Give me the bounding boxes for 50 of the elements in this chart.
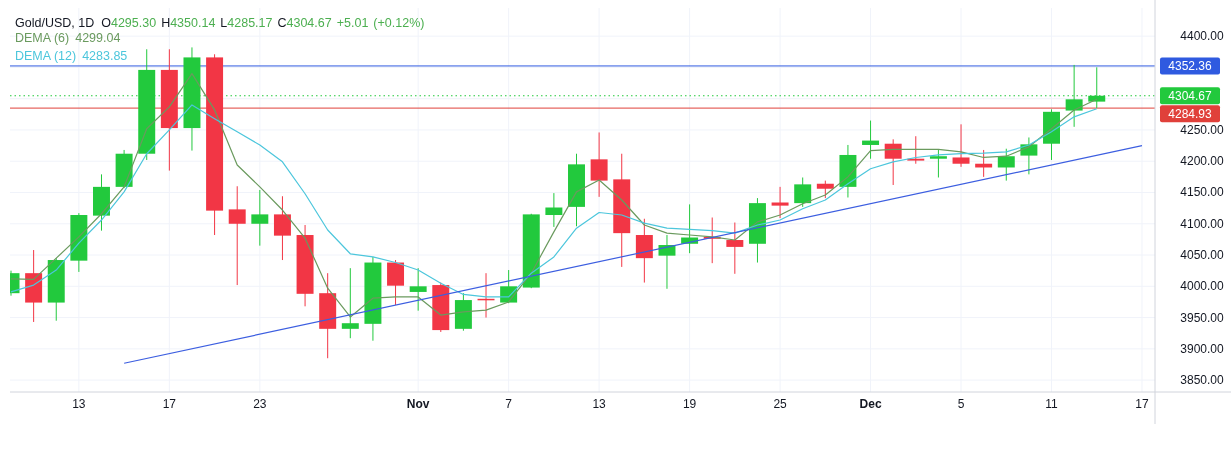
text: Gold/USD, 1D xyxy=(15,16,95,30)
candlestick xyxy=(952,123,970,168)
candlestick xyxy=(635,218,653,284)
x-tick-label: Dec xyxy=(859,397,882,411)
candlestick xyxy=(590,131,608,198)
x-tick-label: 7 xyxy=(505,397,513,411)
y-tick-label: 4400.00 xyxy=(1180,29,1225,44)
ref-line-label: 4352.36 xyxy=(1168,58,1213,73)
x-tick-label: 11 xyxy=(1045,397,1059,411)
x-tick-label: 17 xyxy=(1135,397,1149,411)
y-tick-label: 4250.00 xyxy=(1180,122,1225,137)
ref-line-label: 4304.67 xyxy=(1168,88,1213,103)
annotation: 4299.04 xyxy=(75,31,121,45)
y-tick-label: 4000.00 xyxy=(1180,279,1225,294)
candlestick xyxy=(658,234,676,290)
text: DEMA (6) xyxy=(15,31,70,45)
y-tick-label: 4100.00 xyxy=(1180,216,1225,231)
y-tick-label: 4050.00 xyxy=(1180,248,1225,263)
candlestick xyxy=(884,138,902,186)
candlestick xyxy=(251,189,269,247)
candlestick xyxy=(228,185,246,286)
annotation: 4283.85 xyxy=(82,49,128,63)
x-tick-label: 23 xyxy=(253,397,267,411)
candlestick xyxy=(545,192,563,228)
candlestick xyxy=(273,195,291,261)
x-tick-label: 19 xyxy=(682,397,697,411)
x-tick-label: 5 xyxy=(957,397,965,411)
candlestick xyxy=(409,267,427,312)
candlestick xyxy=(771,186,789,219)
x-tick-label: 13 xyxy=(592,397,607,411)
y-tick-label: 4150.00 xyxy=(1180,185,1225,200)
candlestick xyxy=(997,148,1015,182)
candlestick xyxy=(794,176,812,208)
text: DEMA (12) xyxy=(15,49,77,63)
candlestick xyxy=(862,120,880,160)
y-tick-label: 3950.00 xyxy=(1180,310,1225,325)
text: O4295.30 H4350.14 L4285.17 C4304.67 +5.01 (+0.12%) xyxy=(101,16,425,30)
candlestick xyxy=(907,135,925,165)
x-tick-label: 13 xyxy=(72,397,86,411)
candlestick xyxy=(726,222,744,275)
y-tick-label: 3900.00 xyxy=(1180,341,1225,356)
x-tick-label: Nov xyxy=(406,397,430,411)
candlestick xyxy=(387,259,405,306)
y-tick-label: 3850.00 xyxy=(1180,373,1225,388)
x-tick-label: 25 xyxy=(773,397,788,411)
candlestick xyxy=(341,267,359,339)
candlestick xyxy=(929,148,947,178)
ref-line-label: 4284.93 xyxy=(1168,106,1213,121)
x-tick-label: 17 xyxy=(162,397,177,411)
y-tick-label: 4200.00 xyxy=(1180,154,1225,169)
